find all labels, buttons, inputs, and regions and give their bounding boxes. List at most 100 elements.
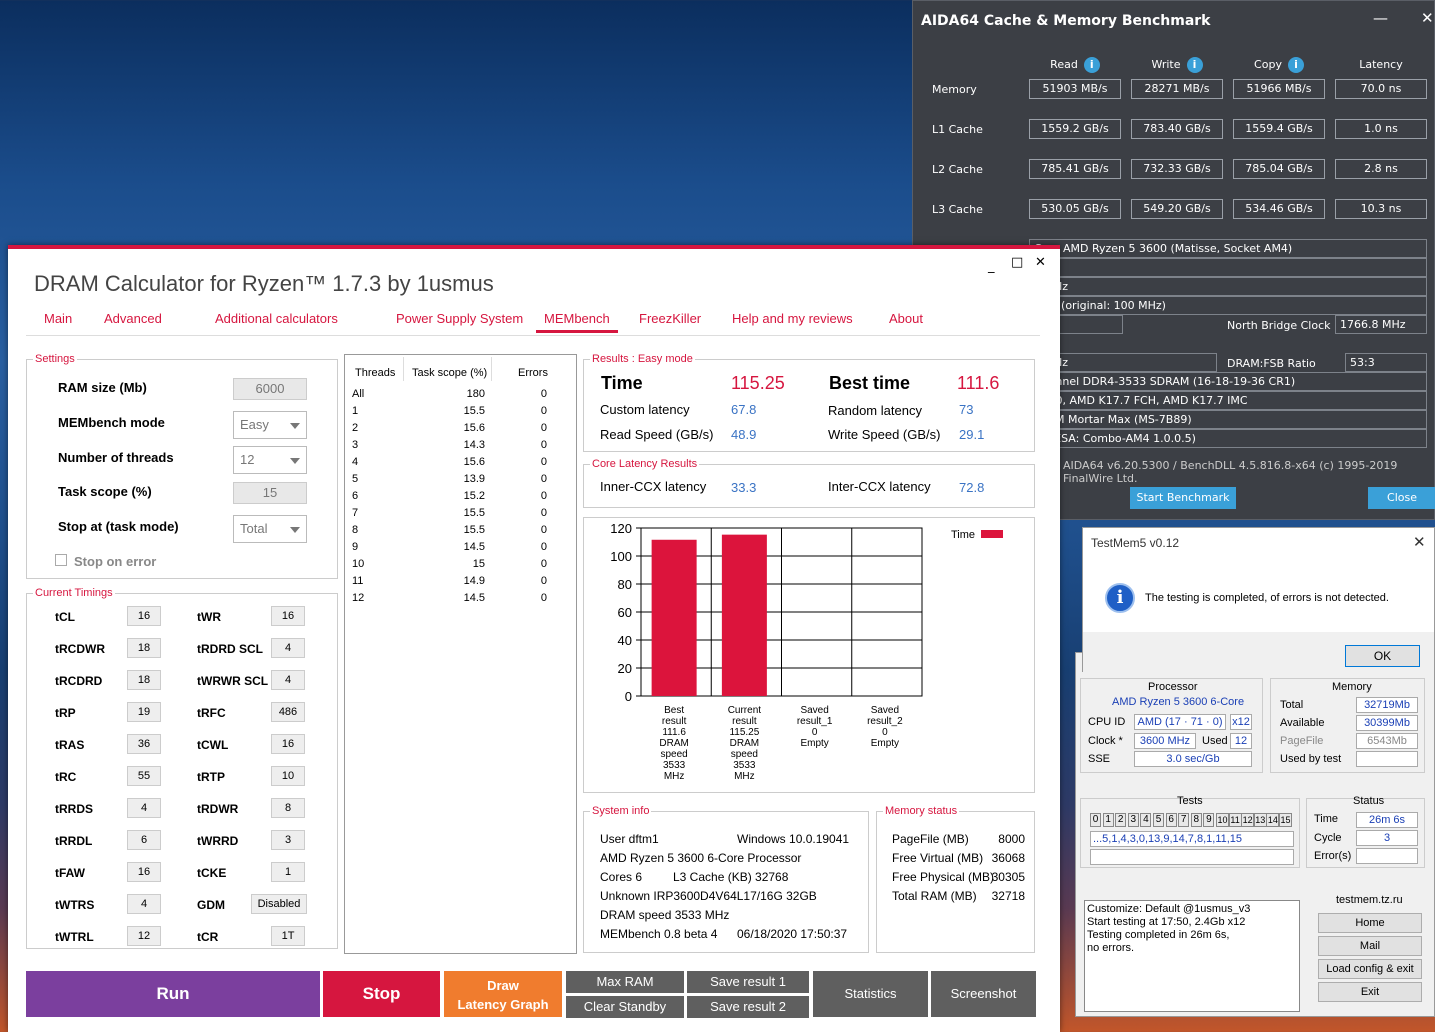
info-icon[interactable]: i: [1083, 57, 1100, 73]
x-tick-label: 3533: [733, 760, 756, 771]
close-icon[interactable]: ✕: [1421, 9, 1434, 27]
timings-group: Current Timings tCL 16 tRCDWR 18 tRCDRD 18 tRP…: [26, 587, 338, 949]
tab-help[interactable]: Help and my reviews: [732, 311, 853, 326]
x-tick-label: result_1: [797, 716, 833, 727]
tab-additional-calculators[interactable]: Additional calculators: [215, 311, 338, 326]
clock-value: 3600 MHz: [1134, 733, 1196, 749]
task-scope-input[interactable]: 15: [233, 482, 307, 504]
timing-label: tRDRD SCL: [197, 642, 263, 656]
test-number: 1: [1102, 813, 1114, 827]
save-result-2-button[interactable]: Save result 2: [687, 996, 809, 1018]
minimize-icon[interactable]: _: [988, 259, 995, 274]
ram-size-input[interactable]: 6000: [233, 378, 307, 400]
nb-clock-value: 1766.8 MHz: [1335, 315, 1427, 334]
ok-button[interactable]: OK: [1345, 645, 1420, 667]
timing-label: tRRDS: [55, 802, 93, 816]
memstatus-value: 32718: [991, 889, 1025, 903]
home-button[interactable]: Home: [1318, 913, 1422, 933]
timing-value: Disabled: [251, 894, 307, 914]
total-value: 32719Mb: [1356, 697, 1418, 713]
table-row-errors: 0: [540, 456, 547, 468]
sysinfo-line: Cores 6: [600, 870, 643, 884]
max-ram-button[interactable]: Max RAM: [566, 971, 684, 993]
info-icon: i: [1105, 583, 1135, 613]
stop-button[interactable]: Stop: [323, 971, 440, 1017]
value-box: 51966 MB/s: [1233, 79, 1325, 99]
info-motherboard: 450M Mortar Max (MS-7B89): [1029, 410, 1427, 429]
exit-button[interactable]: Exit: [1318, 982, 1422, 1002]
task-scope-label: Task scope (%): [58, 484, 152, 499]
tab-main[interactable]: Main: [44, 311, 73, 326]
x-tick-label: DRAM: [730, 738, 759, 749]
row-label-l3: L3 Cache: [932, 203, 983, 216]
mail-button[interactable]: Mail: [1318, 936, 1422, 956]
table-row-scope: 15: [472, 558, 485, 570]
membench-mode-select[interactable]: Easy: [233, 411, 307, 439]
tab-freezkiller[interactable]: FreezKiller: [639, 311, 702, 326]
tab-membench[interactable]: MEMbench: [536, 311, 618, 333]
test-number: 7: [1178, 813, 1190, 827]
aida-close-button[interactable]: Close: [1368, 487, 1435, 509]
x-tick-label: Saved: [800, 705, 828, 716]
tab-about[interactable]: About: [889, 311, 923, 326]
available-label: Available: [1280, 717, 1325, 729]
col-write: Write i: [1131, 57, 1223, 73]
timing-label: GDM: [197, 898, 225, 912]
table-row-errors: 0: [540, 541, 547, 553]
start-benchmark-button[interactable]: Start Benchmark: [1130, 487, 1236, 509]
status-label: Status: [1353, 795, 1385, 807]
screenshot-button[interactable]: Screenshot: [931, 971, 1036, 1017]
stop-on-error-checkbox[interactable]: [55, 554, 67, 566]
info-icon[interactable]: i: [1186, 57, 1203, 73]
tab-power-supply[interactable]: Power Supply System: [396, 311, 524, 326]
timing-label: tRP: [55, 706, 76, 720]
timing-value: 486: [271, 702, 305, 722]
system-info-group: System info User dftm1 Windows 10.0.19041…: [583, 805, 869, 953]
cycle-value: 3: [1356, 830, 1418, 846]
value-box: 549.20 GB/s: [1131, 199, 1223, 219]
minimize-button[interactable]: —: [1373, 9, 1388, 27]
timing-label: tCR: [197, 930, 219, 944]
tab-advanced[interactable]: Advanced: [104, 311, 162, 326]
sysinfo-line-right: L3 Cache (KB) 32768: [673, 870, 789, 884]
col-latency: Latency: [1359, 58, 1403, 71]
table-row-thread: 4: [352, 456, 359, 468]
cpuid-value: AMD (17 · 71 · 0): [1134, 714, 1226, 730]
sysinfo-line: MEMbench 0.8 beta 4: [600, 927, 718, 941]
close-icon[interactable]: ✕: [1035, 255, 1046, 270]
table-row-scope: 15.6: [463, 456, 485, 468]
load-config-button[interactable]: Load config & exit: [1318, 959, 1422, 979]
memory-label: Memory: [1332, 681, 1372, 693]
timing-label: tFAW: [55, 866, 85, 880]
stop-at-select[interactable]: Total: [233, 515, 307, 543]
close-icon[interactable]: ✕: [1413, 534, 1426, 551]
table-row-scope: 14.3: [463, 439, 485, 451]
total-label: Total: [1280, 699, 1304, 711]
maximize-icon[interactable]: □: [1011, 255, 1024, 270]
timing-value: 12: [127, 926, 161, 946]
y-tick-label: 20: [618, 661, 632, 676]
chevron-down-icon: [290, 458, 300, 464]
save-result-1-button[interactable]: Save result 1: [687, 971, 809, 993]
timing-value: 4: [271, 670, 305, 690]
statistics-button[interactable]: Statistics: [813, 971, 928, 1017]
info-icon[interactable]: i: [1287, 57, 1304, 73]
value-box: 785.41 GB/s: [1029, 159, 1121, 179]
stop-at-label: Stop at (task mode): [58, 519, 179, 534]
timing-value: 18: [127, 670, 161, 690]
timing-label: tRFC: [197, 706, 226, 720]
stop-on-error-label: Stop on error: [74, 554, 157, 569]
processor-label: Processor: [1148, 681, 1198, 693]
memory-status-group: Memory status PageFile (MB) 8000 Free Virt…: [876, 805, 1035, 953]
x-tick-label: result: [662, 716, 687, 727]
random-latency-label: Random latency: [828, 403, 922, 418]
bar: [651, 539, 697, 696]
clear-standby-button[interactable]: Clear Standby: [566, 996, 684, 1018]
value-box: 783.40 GB/s: [1131, 119, 1223, 139]
threads-select[interactable]: 12: [233, 446, 307, 474]
x-tick-label: MHz: [664, 771, 685, 782]
draw-latency-graph-button[interactable]: Draw Latency Graph: [444, 971, 562, 1017]
testmem-dialog: TestMem5 v0.12 ✕ i The testing is comple…: [1082, 527, 1435, 672]
log-textarea[interactable]: Customize: Default @1usmus_v3 Start testi…: [1084, 900, 1300, 1012]
run-button[interactable]: Run: [26, 971, 320, 1017]
